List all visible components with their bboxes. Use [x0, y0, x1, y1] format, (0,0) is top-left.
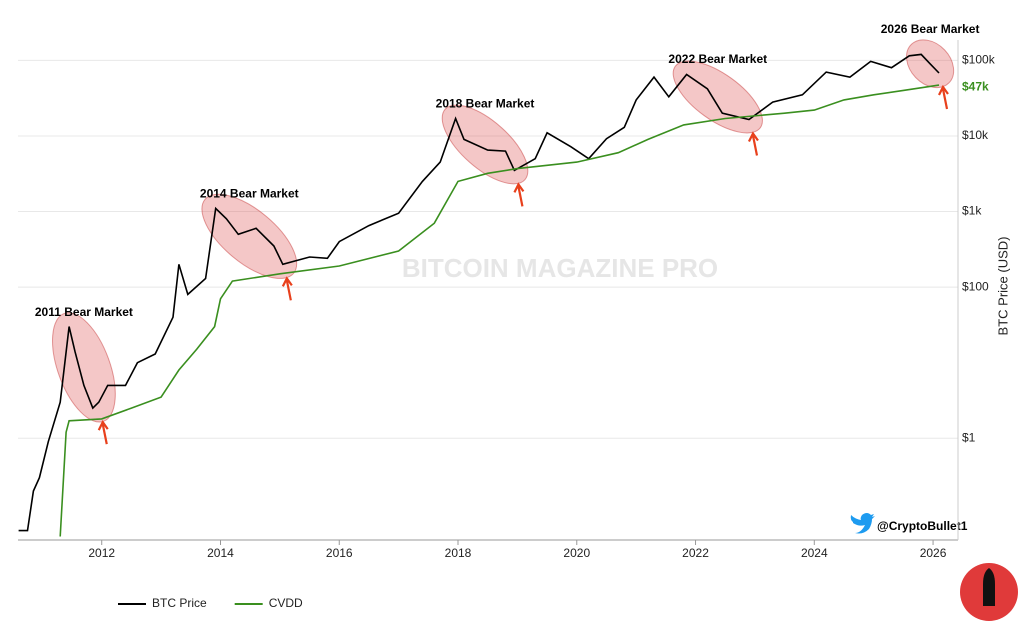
y-tick-label: $100	[962, 279, 989, 293]
logo-bullet	[983, 568, 995, 606]
x-tick-label: 2026	[920, 546, 947, 560]
y-axis-label: BTC Price (USD)	[995, 237, 1010, 336]
y-tick-label: $100k	[962, 53, 996, 67]
credit-text: @CryptoBullet1	[877, 519, 968, 533]
annotation-arrow	[747, 131, 759, 156]
highlight-ellipse	[201, 193, 298, 279]
annotation-label: 2018 Bear Market	[436, 97, 535, 111]
x-tick-label: 2012	[88, 546, 115, 560]
series-line	[59, 84, 940, 537]
y-tick-label: $10k	[962, 128, 989, 142]
annotation-label: 2011 Bear Market	[35, 305, 133, 319]
x-tick-label: 2022	[682, 546, 709, 560]
x-tick-label: 2014	[207, 546, 234, 560]
annotation-arrow	[513, 182, 525, 207]
x-tick-label: 2016	[326, 546, 353, 560]
end-label: $47k	[962, 79, 989, 93]
annotation-arrow	[97, 420, 109, 445]
legend-label: CVDD	[269, 596, 303, 610]
legend-label: BTC Price	[152, 596, 207, 610]
annotation-label: 2014 Bear Market	[200, 187, 299, 201]
watermark: BITCOIN MAGAZINE PRO	[402, 253, 718, 283]
x-tick-label: 2020	[563, 546, 590, 560]
y-tick-label: $1k	[962, 204, 982, 218]
x-tick-label: 2024	[801, 546, 828, 560]
highlight-ellipse	[52, 312, 116, 423]
credit: @CryptoBullet1	[850, 513, 968, 534]
y-tick-label: $1	[962, 430, 976, 444]
logo	[960, 563, 1018, 621]
annotation-arrow	[281, 276, 293, 301]
annotation-label: 2022 Bear Market	[668, 52, 767, 66]
annotation-label: 2026 Bear Market	[881, 22, 980, 36]
x-tick-label: 2018	[445, 546, 472, 560]
twitter-icon	[850, 513, 875, 534]
annotation-arrow	[938, 84, 949, 110]
highlight-ellipse	[672, 60, 763, 134]
highlight-ellipse	[441, 104, 529, 185]
